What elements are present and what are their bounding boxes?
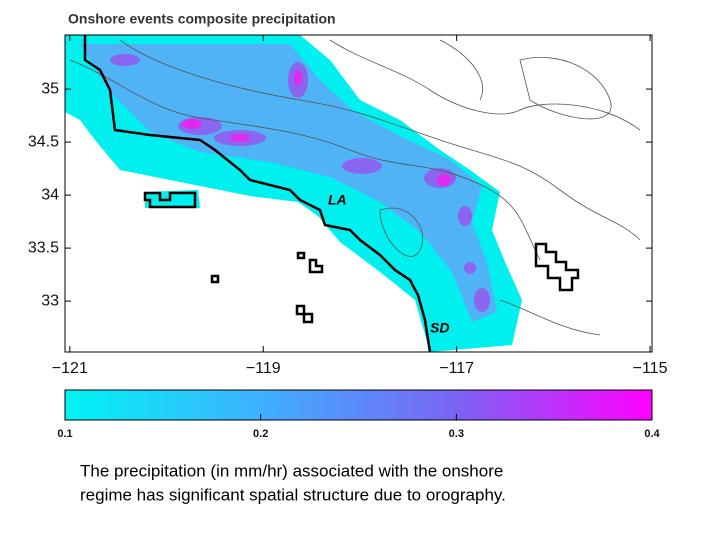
y-tick-label: 34: [41, 186, 59, 203]
x-tick-label: −119: [246, 360, 281, 377]
colorbar: [64, 389, 653, 421]
colorbar-tick-label: 0.4: [644, 428, 660, 440]
map-title: Onshore events composite precipitation: [68, 11, 336, 27]
y-tick-label: 33.5: [28, 239, 59, 256]
x-tick-label: −121: [52, 360, 88, 377]
y-tick-label: 33: [41, 292, 59, 309]
caption-line: The precipitation (in mm/hr) associated …: [80, 461, 503, 480]
y-tick-label: 35: [41, 80, 59, 97]
colorbar-tick-label: 0.2: [253, 428, 268, 440]
x-tick-label: −115: [633, 360, 668, 377]
plot-frame: [64, 34, 653, 353]
precip-field: [65, 35, 641, 352]
x-tick-label: −117: [439, 360, 474, 377]
city-label: LA: [328, 192, 347, 208]
caption-line: regime has significant spatial structure…: [80, 485, 506, 504]
y-tick-label: 34.5: [28, 133, 59, 150]
colorbar-tick-label: 0.3: [449, 428, 464, 440]
colorbar-tick-label: 0.1: [57, 428, 72, 440]
city-label: SD: [430, 320, 449, 336]
